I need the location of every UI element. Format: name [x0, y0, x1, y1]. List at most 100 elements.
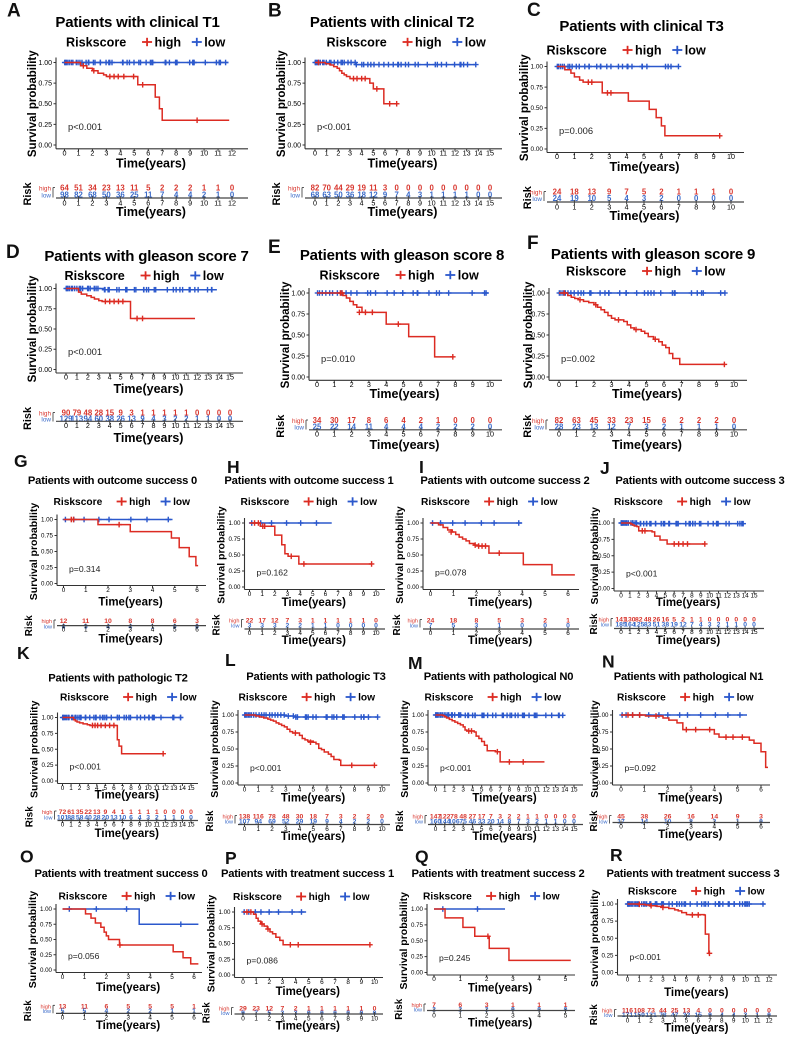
- svg-text:0: 0: [434, 787, 438, 794]
- svg-text:0: 0: [172, 809, 176, 816]
- svg-text:0.25: 0.25: [40, 952, 53, 959]
- svg-text:6: 6: [324, 591, 328, 598]
- svg-text:2: 2: [517, 814, 521, 821]
- svg-text:Survival probability: Survival probability: [206, 895, 218, 993]
- svg-text:5: 5: [148, 1003, 152, 1010]
- svg-text:Survival probability: Survival probability: [29, 700, 41, 798]
- svg-text:8: 8: [694, 203, 698, 212]
- svg-text:15: 15: [226, 373, 234, 382]
- svg-text:Survival probability: Survival probability: [399, 700, 411, 798]
- svg-text:Time(years): Time(years): [472, 831, 537, 843]
- svg-text:10: 10: [145, 785, 153, 792]
- svg-text:6: 6: [489, 787, 493, 794]
- svg-text:1: 1: [311, 623, 315, 630]
- svg-text:N: N: [602, 652, 615, 672]
- svg-text:9: 9: [138, 822, 142, 829]
- svg-text:24: 24: [553, 188, 562, 197]
- svg-text:15: 15: [750, 593, 758, 600]
- svg-text:10: 10: [742, 1018, 750, 1025]
- svg-text:4: 4: [713, 787, 717, 794]
- svg-text:12: 12: [607, 423, 616, 432]
- svg-text:78: 78: [450, 814, 458, 821]
- svg-text:23: 23: [572, 423, 581, 432]
- svg-text:11: 11: [754, 1018, 761, 1025]
- svg-text:Risk: Risk: [589, 613, 600, 635]
- svg-text:Time(years): Time(years): [370, 387, 440, 401]
- svg-text:0: 0: [744, 1008, 748, 1015]
- svg-text:0: 0: [720, 1008, 724, 1015]
- svg-text:144: 144: [439, 819, 451, 826]
- svg-text:1: 1: [151, 409, 156, 418]
- svg-text:Risk: Risk: [22, 406, 34, 430]
- svg-text:0: 0: [743, 622, 747, 629]
- svg-text:8: 8: [151, 421, 155, 430]
- svg-text:11: 11: [754, 977, 761, 984]
- svg-text:Patients with pathologic T2: Patients with pathologic T2: [48, 673, 187, 685]
- svg-text:7: 7: [680, 430, 684, 439]
- svg-text:Risk: Risk: [275, 414, 287, 438]
- svg-text:6: 6: [112, 785, 116, 792]
- svg-text:0.00: 0.00: [411, 970, 424, 977]
- svg-text:high: high: [136, 693, 158, 704]
- svg-text:2: 2: [717, 622, 721, 629]
- svg-text:12: 12: [266, 1006, 274, 1013]
- svg-text:6: 6: [489, 826, 493, 833]
- svg-text:2: 2: [507, 814, 511, 821]
- svg-text:Survival probability: Survival probability: [27, 50, 39, 157]
- svg-text:0.25: 0.25: [412, 763, 425, 770]
- svg-text:0.25: 0.25: [41, 762, 54, 769]
- svg-text:11: 11: [534, 787, 541, 794]
- svg-text:2: 2: [353, 814, 357, 821]
- svg-text:0: 0: [228, 415, 233, 424]
- svg-text:15: 15: [486, 199, 494, 208]
- svg-text:38: 38: [662, 622, 670, 629]
- svg-text:2: 2: [485, 1013, 489, 1020]
- svg-text:45: 45: [590, 416, 599, 425]
- svg-text:low: low: [458, 269, 479, 283]
- svg-text:3: 3: [298, 618, 302, 625]
- svg-text:10: 10: [727, 203, 735, 212]
- svg-text:13: 13: [463, 199, 471, 208]
- svg-text:0.50: 0.50: [596, 746, 609, 753]
- svg-text:0: 0: [476, 191, 481, 200]
- svg-text:2: 2: [649, 1018, 653, 1025]
- svg-text:A: A: [7, 1, 21, 22]
- svg-text:160: 160: [430, 819, 442, 826]
- svg-text:0.25: 0.25: [218, 956, 231, 963]
- svg-text:1: 1: [184, 409, 189, 418]
- svg-text:3: 3: [383, 184, 388, 193]
- svg-text:4: 4: [625, 203, 629, 212]
- svg-text:p<0.001: p<0.001: [68, 122, 102, 132]
- svg-text:0.50: 0.50: [218, 941, 231, 948]
- svg-text:0.25: 0.25: [287, 122, 301, 129]
- svg-text:12: 12: [451, 199, 459, 208]
- svg-text:63: 63: [322, 191, 331, 200]
- svg-text:Patients with pathological N1: Patients with pathological N1: [614, 671, 764, 683]
- svg-text:122: 122: [439, 814, 451, 821]
- svg-text:high: high: [309, 892, 331, 903]
- svg-text:5: 5: [402, 380, 406, 389]
- svg-text:1: 1: [452, 591, 456, 598]
- svg-text:p=0.010: p=0.010: [321, 354, 355, 364]
- svg-text:10: 10: [145, 822, 153, 829]
- svg-text:83: 83: [644, 622, 652, 629]
- svg-text:1: 1: [443, 787, 447, 794]
- svg-text:3: 3: [128, 627, 132, 634]
- svg-text:7: 7: [333, 1016, 337, 1023]
- svg-text:2: 2: [475, 591, 479, 598]
- svg-text:0.00: 0.00: [40, 967, 53, 974]
- svg-text:0: 0: [572, 819, 576, 826]
- svg-text:Riskscore: Riskscore: [239, 693, 288, 704]
- svg-text:6: 6: [696, 1018, 700, 1025]
- svg-text:0: 0: [677, 194, 682, 203]
- svg-text:Patients with outcome success: Patients with outcome success 2: [420, 475, 589, 487]
- svg-text:82: 82: [635, 617, 643, 624]
- svg-text:6: 6: [324, 630, 328, 637]
- svg-text:5: 5: [452, 623, 456, 630]
- svg-text:2: 2: [90, 199, 94, 208]
- svg-text:G: G: [14, 451, 28, 471]
- svg-text:0: 0: [248, 630, 252, 637]
- svg-text:0: 0: [557, 380, 561, 389]
- svg-text:Patients with gleason score 8: Patients with gleason score 8: [300, 247, 504, 264]
- svg-text:8: 8: [151, 618, 155, 625]
